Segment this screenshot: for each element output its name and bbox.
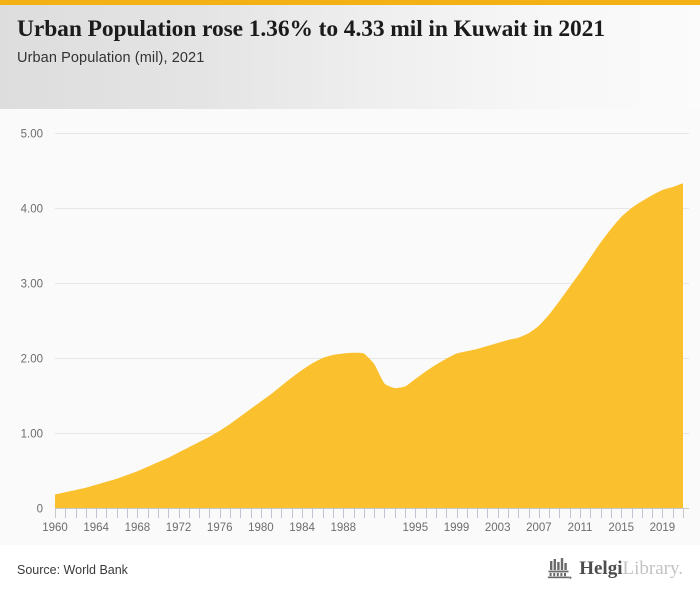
x-tick-label: 2007 [526,522,552,534]
y-axis-labels: 0 1.00 2.00 3.00 4.00 5.00 [21,129,43,516]
x-tick-label: 1980 [248,522,274,534]
brand-name-secondary: Library. [622,557,684,579]
source-note: Source: World Bank [17,563,128,577]
x-tick-label: 1964 [83,522,109,534]
page-title: Urban Population rose 1.36% to 4.33 mil … [17,16,605,42]
area-chart-svg: 01.002.003.004.005.00 1960 1964 1968 1972 19… [21,129,689,534]
y-tick-label: 1.00 [21,429,43,441]
x-tick-label: 1984 [289,522,315,534]
x-tick-label: 2003 [485,522,511,534]
x-tick-label: 2011 [568,522,593,534]
x-axis-labels: 1960 1964 1968 1972 1976 1980 1984 1988 1995 1999… [42,522,675,534]
chart-subtitle: Urban Population (mil), 2021 [17,50,205,66]
x-tick-label: 1988 [330,522,356,534]
x-tick-label: 1976 [207,522,233,534]
x-tick-label: 1999 [444,522,470,534]
y-tick-label: 2.00 [21,354,43,366]
y-tick-label: 4.00 [21,204,43,216]
chart-header: Urban Population rose 1.36% to 4.33 mil … [0,5,700,109]
y-tick-label: 3.00 [21,279,43,291]
plot-area: 0 1.00 2.00 3.00 4.00 5.00 1960 1964 1968 1972 19… [0,109,700,545]
area-series-path [55,183,683,508]
x-tick-label: 2019 [650,522,676,534]
brand-name-primary: Helgi [579,557,623,579]
x-tick-label: 1995 [403,522,429,534]
x-tick-label: 1960 [42,522,68,534]
axis-group [55,508,689,518]
brand-wordmark: HelgiLibrary. [579,559,683,578]
library-building-icon [548,558,572,579]
brand-logo[interactable]: HelgiLibrary. [547,557,683,579]
chart-footer: Source: World Bank HelgiLibrary. [0,545,700,596]
y-tick-label: 0 [37,504,43,516]
y-tick-label: 5.00 [21,129,43,141]
area-series-group [55,183,683,508]
x-tick-label: 1968 [125,522,151,534]
x-tick-label: 1972 [166,522,192,534]
top-accent-bar [0,0,700,5]
x-tick-label: 2015 [608,522,634,534]
